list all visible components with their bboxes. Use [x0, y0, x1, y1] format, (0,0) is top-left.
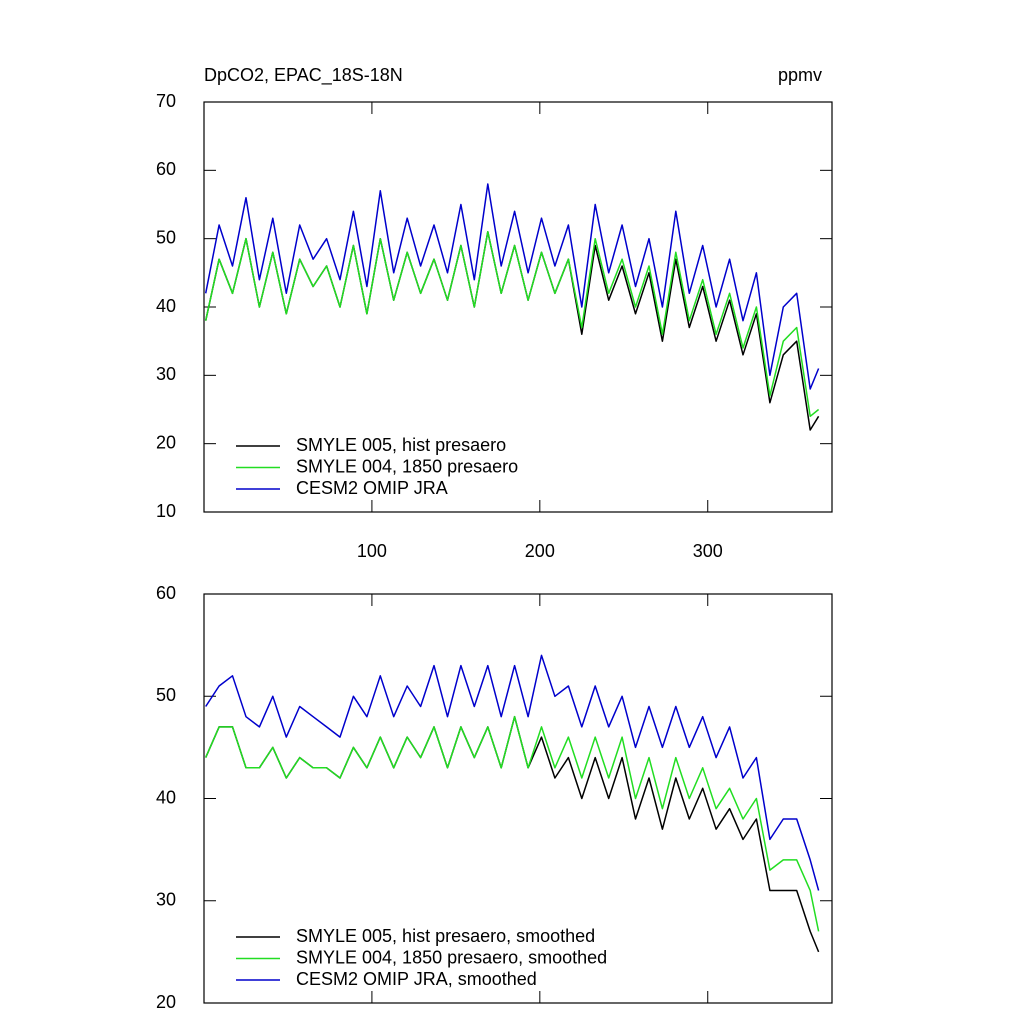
legend-label: CESM2 OMIP JRA, smoothed [296, 969, 537, 989]
x-tick-label: 300 [693, 541, 723, 561]
series-line [204, 231, 820, 418]
y-tick-label: 30 [156, 364, 176, 384]
series-line [205, 654, 820, 891]
series-line [205, 715, 820, 953]
plot-frame [203, 101, 833, 513]
y-tick-label: 60 [156, 583, 176, 603]
x-tick-label: 100 [357, 541, 387, 561]
y-tick-label: 50 [156, 685, 176, 705]
y-tick-label: 70 [156, 91, 176, 111]
plot-frame [203, 593, 833, 1004]
y-tick-label: 20 [156, 992, 176, 1012]
units-label: ppmv [778, 65, 822, 85]
x-tick-label: 200 [525, 541, 555, 561]
legend-label: SMYLE 004, 1850 presaero, smoothed [296, 947, 607, 967]
legend-label: CESM2 OMIP JRA [296, 478, 448, 498]
series-line [204, 183, 820, 390]
legend-label: SMYLE 005, hist presaero, smoothed [296, 926, 595, 946]
y-tick-label: 20 [156, 432, 176, 452]
chart-title: DpCO2, EPAC_18S-18N [204, 65, 403, 86]
legend-label: SMYLE 004, 1850 presaero [296, 456, 518, 476]
y-tick-label: 40 [156, 296, 176, 316]
legend-label: SMYLE 005, hist presaero [296, 435, 506, 455]
series-line [205, 715, 820, 932]
y-tick-label: 50 [156, 227, 176, 247]
y-tick-label: 60 [156, 159, 176, 179]
y-tick-label: 30 [156, 890, 176, 910]
y-tick-label: 40 [156, 787, 176, 807]
series-line [204, 231, 820, 431]
y-tick-label: 10 [156, 501, 176, 521]
